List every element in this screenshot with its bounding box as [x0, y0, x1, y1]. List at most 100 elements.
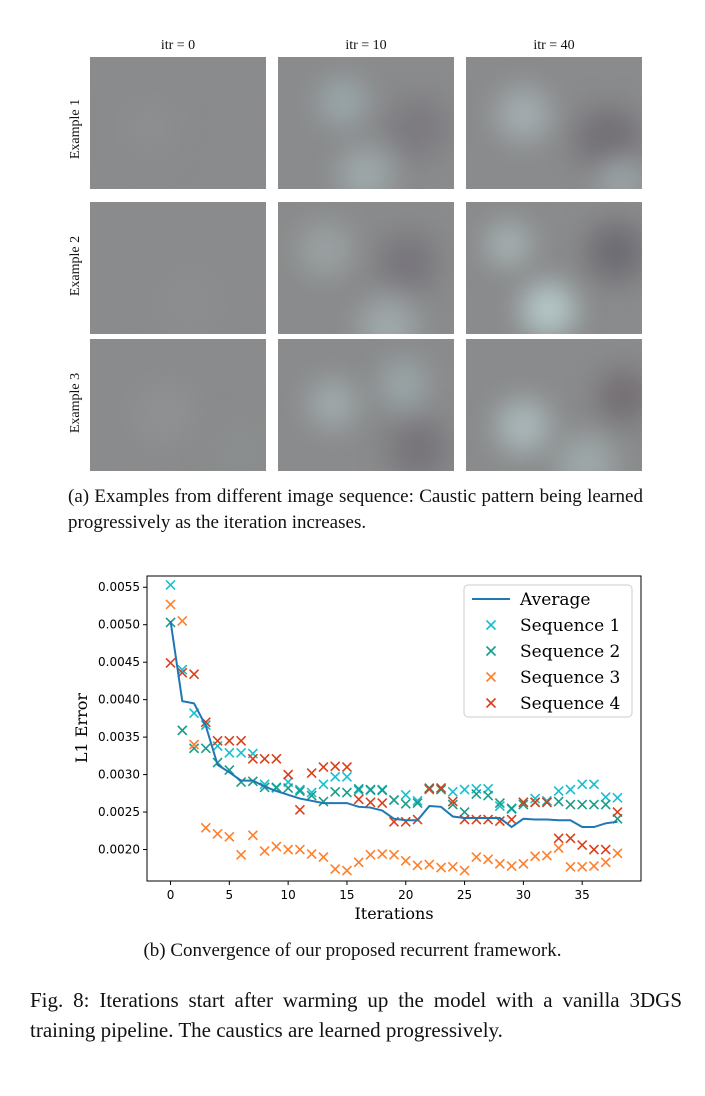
series3-point: [471, 851, 482, 863]
series1-point: [459, 784, 470, 795]
series4-point: [588, 844, 600, 855]
tile-example3-itr40: [466, 339, 642, 471]
series2-point: [506, 803, 517, 814]
y-tick-label: 0.0045: [98, 655, 140, 669]
legend-label: Sequence 2: [520, 642, 620, 662]
series4-point: [283, 769, 294, 780]
series4-point: [435, 783, 447, 794]
series2-point: [294, 786, 305, 797]
x-tick-label: 20: [398, 888, 413, 902]
series3-point: [530, 851, 541, 862]
series3-point: [506, 860, 517, 872]
caustic-blob: [150, 262, 230, 334]
series3-point: [330, 863, 341, 875]
series2-point: [494, 797, 505, 809]
series3-point: [271, 841, 282, 852]
series2-point: [412, 797, 423, 809]
series4-point: [165, 657, 176, 668]
caustic-blob: [556, 434, 616, 471]
series4-point: [294, 804, 305, 815]
series2-point: [471, 789, 482, 800]
series2-point: [588, 799, 600, 810]
series4-point: [447, 796, 458, 807]
row-label-example-1: Example 1: [68, 98, 83, 160]
y-tick-label: 0.0020: [98, 843, 140, 857]
series2-point: [388, 795, 400, 806]
series4-point: [236, 735, 247, 746]
convergence-chart: 0 5 10 15 20 25 30 35 0.0020 0.0025 0.0030 0.0035 0.…: [72, 575, 642, 923]
series2-point: [518, 799, 529, 810]
series4-point: [483, 814, 494, 825]
row-label-example-2: Example 2: [68, 235, 83, 297]
series2-point: [483, 790, 494, 801]
caustic-blob: [210, 419, 266, 471]
series4-point: [577, 839, 588, 851]
x-axis-label: Iterations: [354, 904, 433, 923]
series3-point: [236, 849, 247, 860]
y-tick-label: 0.0050: [98, 618, 140, 632]
series3-point: [283, 844, 294, 855]
tile-example3-itr0: [90, 339, 266, 471]
series3-point: [318, 851, 329, 863]
y-tick-label: 0.0040: [98, 693, 140, 707]
subfigure-caption-a: (a) Examples from different image sequen…: [68, 486, 643, 533]
series1-point: [600, 792, 611, 803]
series2-point: [553, 796, 564, 807]
legend-label: Sequence 3: [520, 668, 620, 688]
series1-point: [165, 579, 176, 591]
series3-point: [565, 861, 576, 872]
series4-point: [553, 833, 564, 844]
figure-caption: Fig. 8: Iterations start after warming u…: [30, 988, 682, 1042]
caustic-blob: [358, 297, 418, 334]
x-tick-label: 15: [339, 888, 354, 902]
series3-point: [177, 615, 188, 627]
series3-point: [553, 842, 564, 854]
series4-point: [318, 762, 329, 773]
legend-swatch-x: [485, 645, 497, 657]
series3-point: [388, 849, 400, 860]
series1-point: [353, 785, 364, 796]
column-title-itr-10: itr = 10: [345, 38, 387, 53]
caustic-blob: [586, 222, 642, 282]
series3-point: [188, 739, 200, 750]
caustic-blob: [596, 157, 642, 189]
series2-point: [565, 799, 576, 810]
series2-point: [353, 783, 364, 794]
x-tick-label: 0: [167, 888, 175, 902]
series3-point: [259, 845, 270, 857]
series1-point: [400, 789, 411, 800]
series3-point: [577, 861, 588, 872]
series4-point: [471, 814, 482, 825]
legend-label: Sequence 1: [520, 616, 620, 636]
series1-point: [294, 784, 305, 795]
series1-point: [330, 771, 341, 782]
caustic-blob: [521, 282, 576, 334]
series3-point: [424, 859, 435, 870]
caustic-blob: [210, 127, 266, 189]
series1-point: [565, 784, 576, 795]
series1-point: [177, 664, 188, 675]
series3-point: [541, 850, 552, 861]
x-tick-label: 10: [281, 888, 296, 902]
subfigure-caption-b: (b) Convergence of our proposed recurren…: [143, 940, 562, 961]
series4-point: [424, 783, 435, 794]
series4-point: [600, 844, 611, 855]
y-tick-label: 0.0030: [98, 768, 140, 782]
series3-point: [200, 822, 211, 833]
series1-point: [612, 792, 623, 803]
series4-point: [530, 797, 541, 808]
series4-point: [541, 797, 552, 808]
y-tick-label: 0.0035: [98, 730, 140, 744]
series3-point: [447, 861, 458, 872]
y-axis-label: L1 Error: [72, 693, 91, 764]
series3-point: [600, 857, 611, 868]
series4-point: [565, 833, 576, 844]
caustic-blob: [486, 222, 531, 267]
series3-point: [412, 860, 423, 871]
series2-point: [306, 790, 317, 801]
series3-point: [459, 865, 470, 876]
series2-point: [283, 783, 294, 794]
legend-box: [463, 584, 633, 718]
series2-point: [188, 743, 200, 754]
series4-point: [212, 735, 223, 746]
